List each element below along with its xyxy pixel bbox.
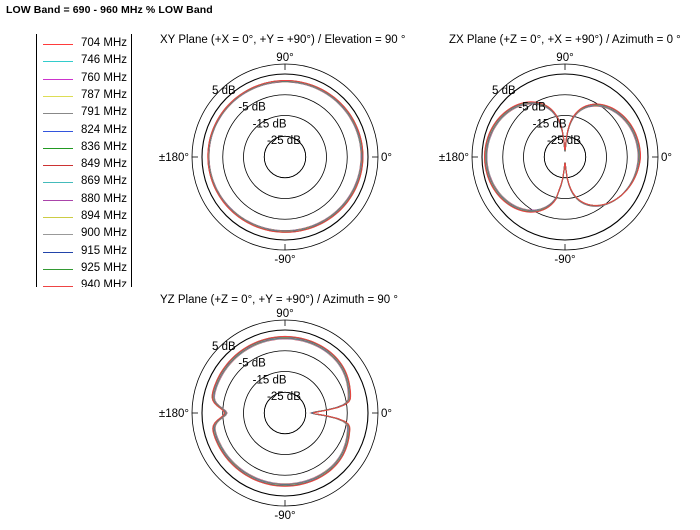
angle-label-right: 0° [661,152,672,164]
ring-label: -25 dB [547,135,581,147]
ring-label: -25 dB [267,391,301,403]
legend-swatch [43,165,73,167]
angle-label-top: 90° [556,52,573,64]
legend-swatch [43,61,73,63]
angle-label-right: 0° [381,152,392,164]
legend-swatch [43,217,73,218]
ring-label: -5 dB [238,102,266,114]
legend-item: 746 MHz [37,53,131,70]
series-line [213,338,349,485]
legend-label: 760 MHz [81,71,128,84]
legend-label: 880 MHz [81,192,128,205]
legend-swatch [43,78,73,80]
polar-ring [481,73,649,241]
xy-plane-title: XY Plane (+X = 0°, +Y = +90°) / Elevatio… [160,34,406,46]
polar-ring [222,350,348,476]
ring-label: -25 dB [267,135,301,147]
legend-label: 746 MHz [81,54,128,67]
polar-ring [201,329,369,497]
polar-ring [263,391,307,435]
legend-label: 704 MHz [81,37,128,49]
legend-swatch [43,147,73,149]
legend-label: 915 MHz [81,244,128,257]
series-line [207,80,364,233]
legend-label: 869 MHz [81,175,128,188]
angle-label-right: 0° [381,408,392,420]
legend-label: 940 MHz [81,279,128,287]
polar-ring [243,371,327,455]
legend-item: 940 MHz [37,278,131,287]
ring-label: -15 dB [533,118,567,130]
legend-swatch [43,130,73,132]
angle-label-bottom: -90° [274,254,295,266]
ring-label: 5 dB [212,341,236,353]
legend-swatch [43,199,73,201]
legend-item: 900 MHz [37,226,131,243]
ring-label: -15 dB [253,374,287,386]
ring-label: 5 dB [492,85,516,97]
polar-ring [543,135,587,179]
page-title: LOW Band = 690 - 960 MHz % LOW Band [6,4,213,16]
angle-label-left: ±180° [159,152,189,164]
legend-item: 836 MHz [37,140,131,157]
angle-label-left: ±180° [159,408,189,420]
polar-ring [201,73,369,241]
legend-item: 760 MHz [37,71,131,88]
ring-label: -5 dB [518,102,546,114]
polar-ring [502,94,628,220]
angle-label-bottom: -90° [274,510,295,522]
legend-item: 849 MHz [37,157,131,174]
legend-label: 925 MHz [81,261,128,274]
legend-item: 704 MHz [37,36,131,53]
polar-ring [523,115,607,199]
legend: 704 MHz 746 MHz 760 MHz 787 MHz 791 MHz 824 M… [36,34,132,287]
ring-label: 5 dB [212,85,236,97]
polar-ring [263,135,307,179]
legend-item: 869 MHz [37,174,131,191]
legend-swatch [43,113,73,115]
legend-label: 824 MHz [81,123,128,136]
legend-item: 824 MHz [37,123,131,140]
legend-swatch [43,234,73,236]
legend-swatch [43,268,73,270]
legend-swatch [43,251,73,253]
legend-item: 915 MHz [37,244,131,261]
ring-label: -5 dB [238,358,266,370]
series-line [211,335,352,487]
polar-ring [222,94,348,220]
angle-label-left: ±180° [439,152,469,164]
legend-item: 791 MHz [37,105,131,122]
legend-swatch [43,95,73,97]
legend-swatch [43,182,73,184]
series-line [213,338,350,485]
angle-label-top: 90° [276,52,293,64]
legend-label: 900 MHz [81,227,128,240]
angle-label-top: 90° [276,308,293,320]
legend-label: 836 MHz [81,140,128,153]
polar-ring [243,115,327,199]
legend-label: 791 MHz [81,106,128,119]
legend-label: 894 MHz [81,210,128,222]
legend-item: 925 MHz [37,261,131,278]
ring-label: -15 dB [253,118,287,130]
series-line [483,101,641,213]
legend-label: 849 MHz [81,158,128,171]
legend-item: 880 MHz [37,192,131,209]
yz-plane-title: YZ Plane (+Z = 0°, +Y = +90°) / Azimuth … [160,294,398,306]
legend-swatch [43,286,73,287]
zx-plane-title: ZX Plane (+Z = 0°, +X = +90°) / Azimuth … [449,34,681,46]
legend-swatch [43,44,73,45]
angle-label-bottom: -90° [554,254,575,266]
legend-label: 787 MHz [81,88,128,101]
legend-item: 787 MHz [37,88,131,105]
legend-item: 894 MHz [37,209,131,226]
series-line [213,338,349,485]
